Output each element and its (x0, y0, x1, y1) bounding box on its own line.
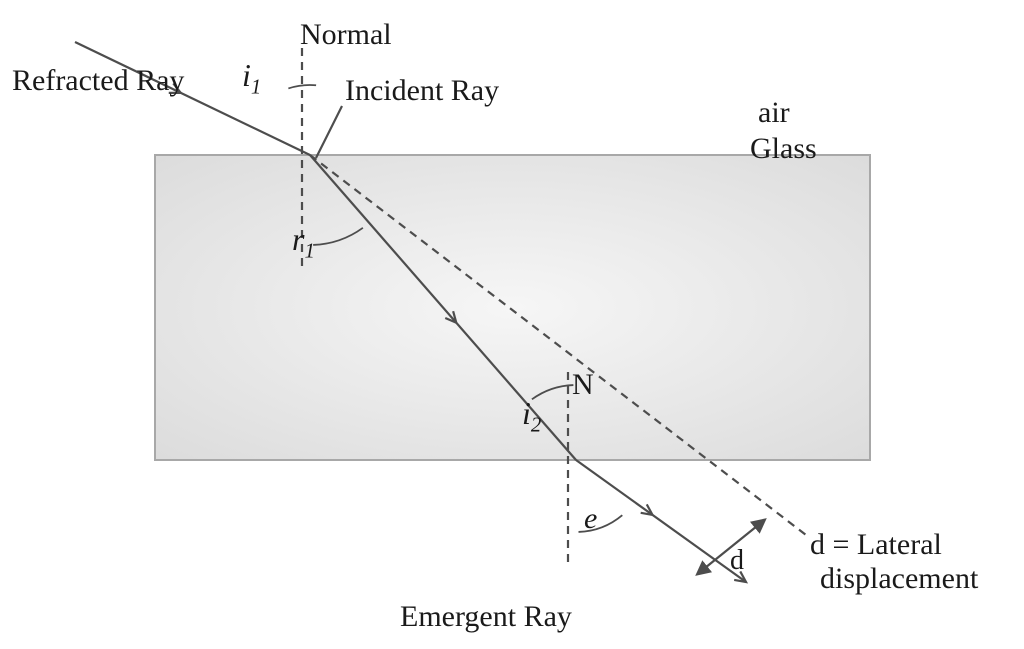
label-glass: Glass (750, 132, 817, 165)
label-i1: i1 (242, 58, 261, 99)
diagram-stage: Normal Refracted Ray Incident Ray air Gl… (0, 0, 1024, 649)
label-refracted-ray: Refracted Ray (12, 64, 184, 97)
label-lateral-1: d = Lateral (810, 528, 942, 561)
label-normal: Normal (300, 18, 392, 51)
i1-sub: 1 (251, 75, 261, 98)
r1-base: r (292, 221, 304, 257)
i2-base: i (522, 395, 531, 431)
ray-emergent (576, 460, 746, 582)
label-N: N (572, 368, 594, 401)
ray-incident-label-pointer (316, 106, 342, 158)
e-base: e (584, 502, 597, 535)
label-emergent-ray: Emergent Ray (400, 600, 572, 633)
i1-base: i (242, 57, 251, 93)
label-lateral-2: displacement (820, 562, 978, 595)
label-air: air (758, 96, 790, 129)
glass-slab (155, 155, 870, 460)
r1-sub: 1 (304, 239, 314, 262)
label-d: d (730, 546, 744, 577)
arc-i1 (288, 85, 316, 88)
ray-incident (75, 42, 310, 155)
label-r1: r1 (292, 222, 315, 263)
i2-sub: 2 (531, 413, 541, 436)
label-incident-ray: Incident Ray (345, 74, 499, 107)
label-e: e (584, 502, 597, 535)
label-i2: i2 (522, 396, 541, 437)
